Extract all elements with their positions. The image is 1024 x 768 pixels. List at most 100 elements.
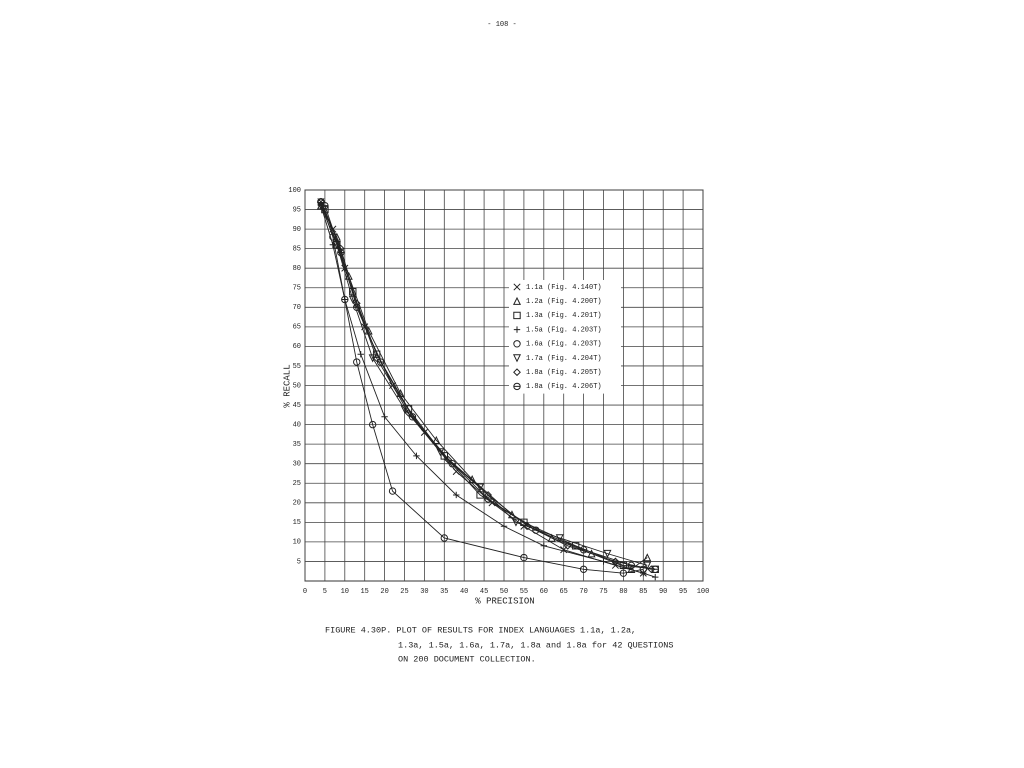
marker (627, 561, 636, 569)
marker (476, 483, 485, 492)
series-line (320, 201, 652, 570)
legend-marker (513, 283, 521, 291)
y-tick-label: 90 (293, 226, 301, 234)
marker (321, 205, 329, 214)
marker (500, 523, 508, 530)
marker (337, 248, 345, 257)
marker (388, 487, 397, 495)
y-tick-label: 95 (293, 206, 301, 214)
marker (587, 549, 596, 558)
legend-label: 1.3a (Fig. 4.201T) (526, 312, 602, 320)
x-tick-label: 90 (659, 588, 667, 596)
marker (368, 420, 377, 429)
legend-label: 1.2a (Fig. 4.200T) (526, 298, 602, 306)
marker (643, 553, 652, 562)
x-axis-label: % PRECISION (475, 596, 534, 606)
y-tick-label: 45 (293, 402, 301, 410)
x-tick-label: 55 (520, 588, 528, 596)
legend-label: 1.5a (Fig. 4.203T) (526, 326, 602, 334)
marker (511, 518, 520, 527)
caption-line: ON 200 DOCUMENT COLLECTION. (398, 654, 536, 664)
x-tick-label: 80 (619, 588, 627, 596)
marker (404, 408, 413, 417)
y-tick-label: 30 (293, 461, 301, 469)
y-tick-label: 85 (293, 245, 301, 253)
series-line (320, 201, 644, 574)
legend-label: 1.1a (Fig. 4.140T) (526, 284, 602, 292)
marker (349, 287, 357, 296)
x-tick-label: 85 (639, 588, 647, 596)
marker (484, 495, 492, 503)
caption-line: 1.3a, 1.5a, 1.6a, 1.7a, 1.8a and 1.8a fo… (398, 640, 673, 650)
legend-marker (513, 326, 521, 333)
marker (484, 491, 492, 499)
marker (357, 351, 364, 358)
marker (523, 522, 532, 531)
y-tick-label: 15 (293, 519, 301, 527)
marker (640, 569, 647, 577)
marker (432, 435, 441, 444)
x-tick-label: 30 (420, 588, 428, 596)
y-tick-label: 50 (293, 382, 301, 390)
x-tick-label: 35 (440, 588, 448, 596)
y-tick-label: 55 (293, 363, 301, 371)
legend-label: 1.8a (Fig. 4.205T) (526, 369, 602, 377)
x-tick-label: 40 (460, 588, 468, 596)
x-tick-label: 95 (679, 588, 687, 596)
marker (453, 491, 460, 499)
legend-label: 1.8a (Fig. 4.206T) (526, 383, 602, 391)
y-tick-label: 100 (288, 187, 301, 195)
marker (555, 534, 564, 543)
marker (376, 358, 385, 366)
legend-marker (513, 382, 521, 391)
marker (603, 549, 612, 558)
marker (381, 413, 388, 420)
x-tick-label: 70 (579, 588, 587, 596)
marker (652, 573, 659, 581)
x-tick-label: 100 (697, 588, 710, 596)
marker (353, 358, 361, 366)
series-line (320, 205, 648, 566)
marker (413, 452, 420, 460)
y-tick-label: 65 (293, 324, 301, 332)
x-tick-label: 10 (341, 588, 349, 596)
y-tick-label: 60 (293, 343, 301, 351)
y-tick-label: 75 (293, 285, 301, 293)
x-tick-label: 60 (540, 588, 548, 596)
x-tick-label: 5 (323, 588, 327, 596)
y-tick-label: 10 (293, 539, 301, 547)
marker (579, 565, 588, 573)
page-number: - 108 - (487, 21, 516, 29)
marker (619, 569, 628, 577)
y-axis-label: % RECALL (282, 364, 292, 407)
marker (547, 533, 556, 542)
legend-marker (513, 340, 521, 348)
marker (321, 202, 329, 210)
legend-marker (513, 311, 521, 320)
marker (353, 303, 361, 311)
marker (444, 455, 453, 464)
x-tick-label: 0 (303, 588, 307, 596)
marker (368, 354, 377, 363)
x-tick-label: 65 (559, 588, 567, 596)
y-tick-label: 5 (297, 558, 301, 566)
marker (563, 541, 572, 550)
marker (341, 295, 349, 304)
legend-marker (513, 368, 521, 377)
x-tick-label: 45 (480, 588, 488, 596)
marker (448, 460, 456, 468)
legend-marker (512, 296, 522, 305)
legend-box (509, 280, 621, 394)
x-tick-label: 25 (400, 588, 408, 596)
marker (579, 546, 588, 554)
marker (408, 413, 417, 421)
marker (532, 526, 540, 534)
x-tick-label: 20 (380, 588, 388, 596)
x-tick-label: 75 (599, 588, 607, 596)
x-tick-label: 50 (500, 588, 508, 596)
marker (643, 561, 652, 570)
legend-label: 1.6a (Fig. 4.203T) (526, 341, 602, 349)
caption-line: FIGURE 4.30P. PLOT OF RESULTS FOR INDEX … (325, 625, 636, 635)
y-tick-label: 80 (293, 265, 301, 273)
